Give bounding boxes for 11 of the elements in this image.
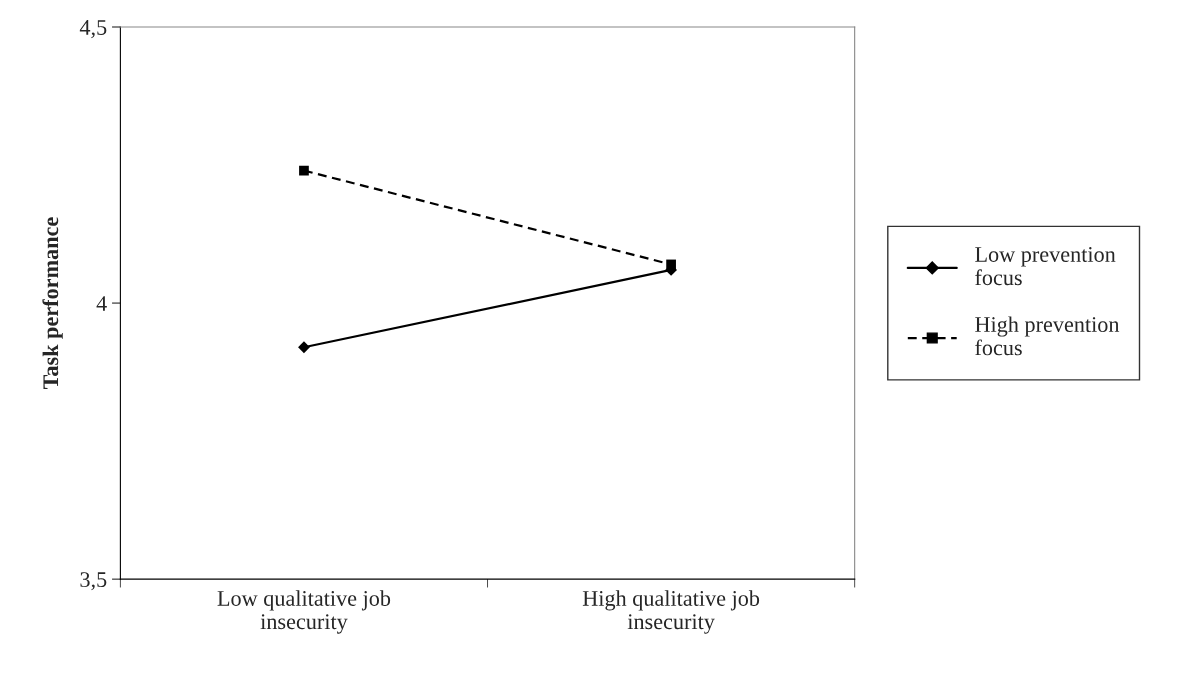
x-tick-label: High qualitative job insecurity <box>582 590 760 634</box>
point <box>298 341 310 354</box>
y-tick-label: 4 <box>96 296 107 311</box>
y-axis-title: Task performance <box>42 217 63 390</box>
point <box>299 165 309 176</box>
point <box>666 259 676 270</box>
y-tick-label: 4,5 <box>79 20 107 39</box>
legend-label: Low prevention focus <box>975 247 1116 286</box>
x-tick-label: Low qualitative job insecurity <box>217 590 391 634</box>
legend-label: High prevention focus <box>975 316 1120 356</box>
y-tick-label: 3,5 <box>80 572 107 591</box>
